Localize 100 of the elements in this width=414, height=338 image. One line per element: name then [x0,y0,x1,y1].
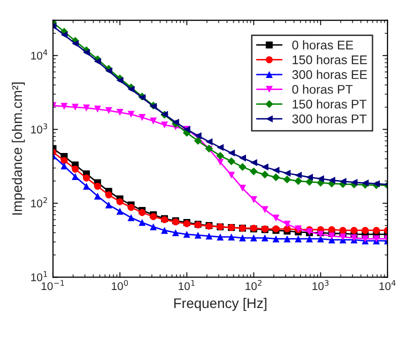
point [306,178,314,186]
point [272,214,280,222]
point [362,180,369,186]
point [116,198,124,206]
point [150,223,157,230]
point [128,204,135,211]
point [228,233,235,240]
point [72,173,79,180]
point [60,162,68,170]
point [60,102,68,110]
point [339,233,346,240]
point [138,209,146,216]
point [105,201,112,208]
x-tick-label: 10$^{4}$ [379,280,396,290]
point [82,49,90,56]
point [250,159,258,166]
point [82,182,90,190]
point [317,175,324,182]
point [72,166,79,173]
x-tick-label: 10$^{−1}$ [42,280,64,290]
point [128,110,135,118]
point [150,118,157,124]
point [239,234,246,242]
point [260,170,269,178]
x-tick-label: 10$^{0}$ [112,280,128,290]
point [94,192,102,200]
y-tick-label: 10$^{4}$ [31,50,48,60]
point [238,163,246,171]
point [72,104,79,111]
legend-label: 300 horas PT [292,114,367,124]
point [138,114,146,121]
x-axis-title: Frequency [Hz] [174,298,266,311]
point [105,67,112,74]
point [328,232,336,240]
point [250,196,258,204]
point [272,235,280,242]
point [183,230,190,238]
point [82,174,90,182]
point [362,226,369,234]
point [94,106,102,113]
point [350,178,358,186]
point [94,58,102,65]
point [216,152,224,160]
y-tick-label: 10$^{3}$ [31,123,48,134]
point [328,226,336,234]
point [261,206,268,214]
y-tick-label: 10$^{2}$ [31,197,47,208]
point [128,214,135,222]
point [161,226,168,234]
point [138,218,146,226]
point [105,191,112,198]
point [206,138,213,146]
point [60,31,68,38]
point [239,184,246,192]
point [72,40,79,48]
point [284,235,291,242]
y-axis-title: Impedance [ohm.cm²] [12,82,25,215]
point [172,229,180,236]
x-tick-label: 10$^{2}$ [246,280,262,290]
point [216,158,224,166]
point [339,178,346,185]
point [94,182,102,190]
point [194,136,202,145]
point [306,235,313,242]
point [339,226,346,234]
legend-label: 150 horas EE [292,55,367,64]
point [228,149,235,156]
point [284,170,291,177]
point [105,107,112,114]
point [82,104,90,112]
point [116,208,124,215]
point [261,164,268,170]
point [272,166,280,174]
point [283,176,292,184]
point [350,226,358,234]
point [116,76,124,84]
point [284,225,291,232]
point [294,172,302,179]
point [216,233,224,240]
point [227,157,236,166]
point [116,108,124,116]
point [216,144,224,151]
x-tick-label: 10$^{3}$ [312,280,329,290]
point [250,167,258,176]
x-tick-label: 10$^{1}$ [178,280,195,290]
point [261,234,268,242]
legend-label: 0 horas EE [292,40,354,50]
point [284,220,291,228]
legend-label: 300 horas EE [292,70,367,80]
point [372,226,380,234]
point [194,232,202,239]
point [294,177,302,185]
point [206,232,213,240]
y-tick-label: 10$^{1}$ [31,271,48,282]
point [306,174,313,181]
point [317,235,324,242]
point [161,121,168,128]
point [228,172,235,179]
point [60,156,68,164]
legend-label: 150 horas PT [292,99,367,109]
